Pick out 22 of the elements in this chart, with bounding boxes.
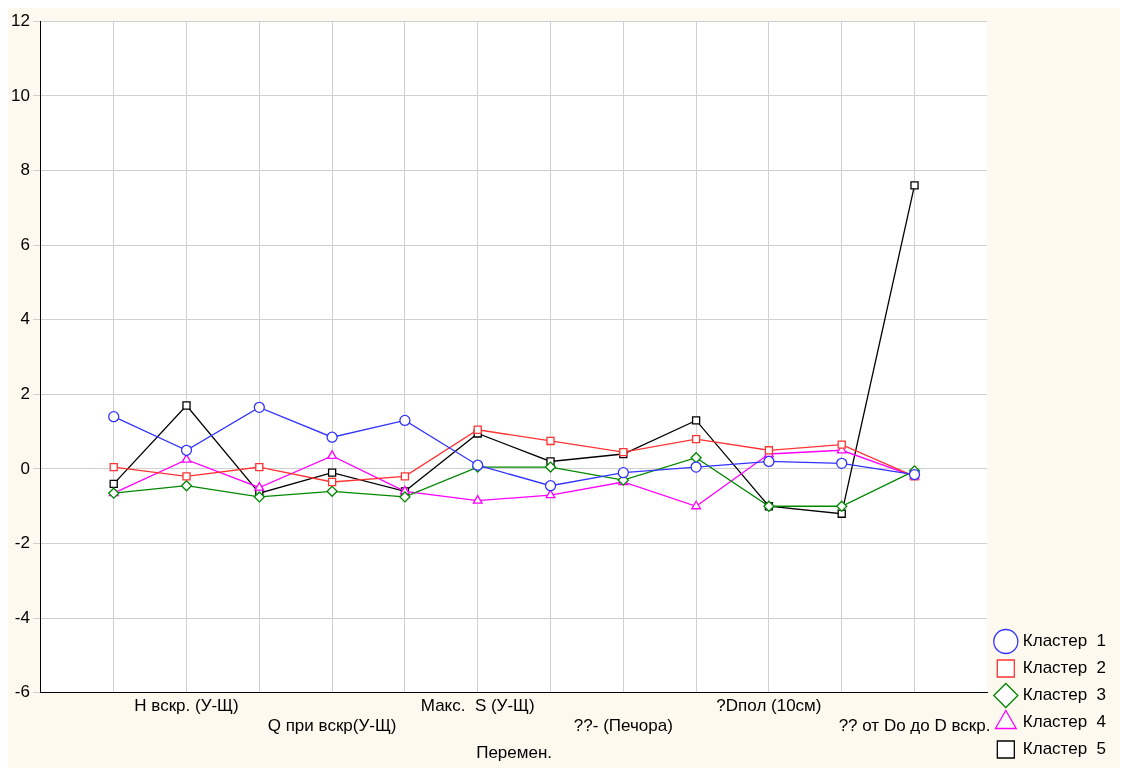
x-tick-label: ?? от Do до D вскр. xyxy=(838,716,991,736)
x-tick-label: H вскр. (У-Щ) xyxy=(134,695,239,715)
legend-label: Кластер 2 xyxy=(1022,658,1107,678)
y-tick-label: -6 xyxy=(14,682,30,702)
y-tick-label: -4 xyxy=(14,607,30,627)
y-tick-label: 4 xyxy=(20,309,30,329)
x-axis-title: Перемен. xyxy=(476,743,553,763)
y-tick-label: 2 xyxy=(20,384,30,403)
legend-label: Кластер 3 xyxy=(1022,685,1107,705)
x-tick-label: ??- (Печора) xyxy=(573,716,673,736)
y-tick-label: 10 xyxy=(10,85,30,105)
y-tick-label: 0 xyxy=(20,458,30,478)
y-tick-label: 6 xyxy=(20,234,30,254)
x-tick-label: Макс. S (У-Щ) xyxy=(420,695,535,715)
x-tick-label: Q при вскр(У-Щ) xyxy=(267,716,397,736)
y-tick-label: 12 xyxy=(10,10,30,30)
legend-label: Кластер 1 xyxy=(1022,631,1107,651)
legend-label: Кластер 5 xyxy=(1022,739,1107,759)
legend-label: Кластер 4 xyxy=(1022,712,1107,732)
x-tick-label: ?Dпол (10см) xyxy=(716,695,822,715)
y-tick-label: 8 xyxy=(20,160,30,180)
y-tick-label: -2 xyxy=(14,533,30,553)
